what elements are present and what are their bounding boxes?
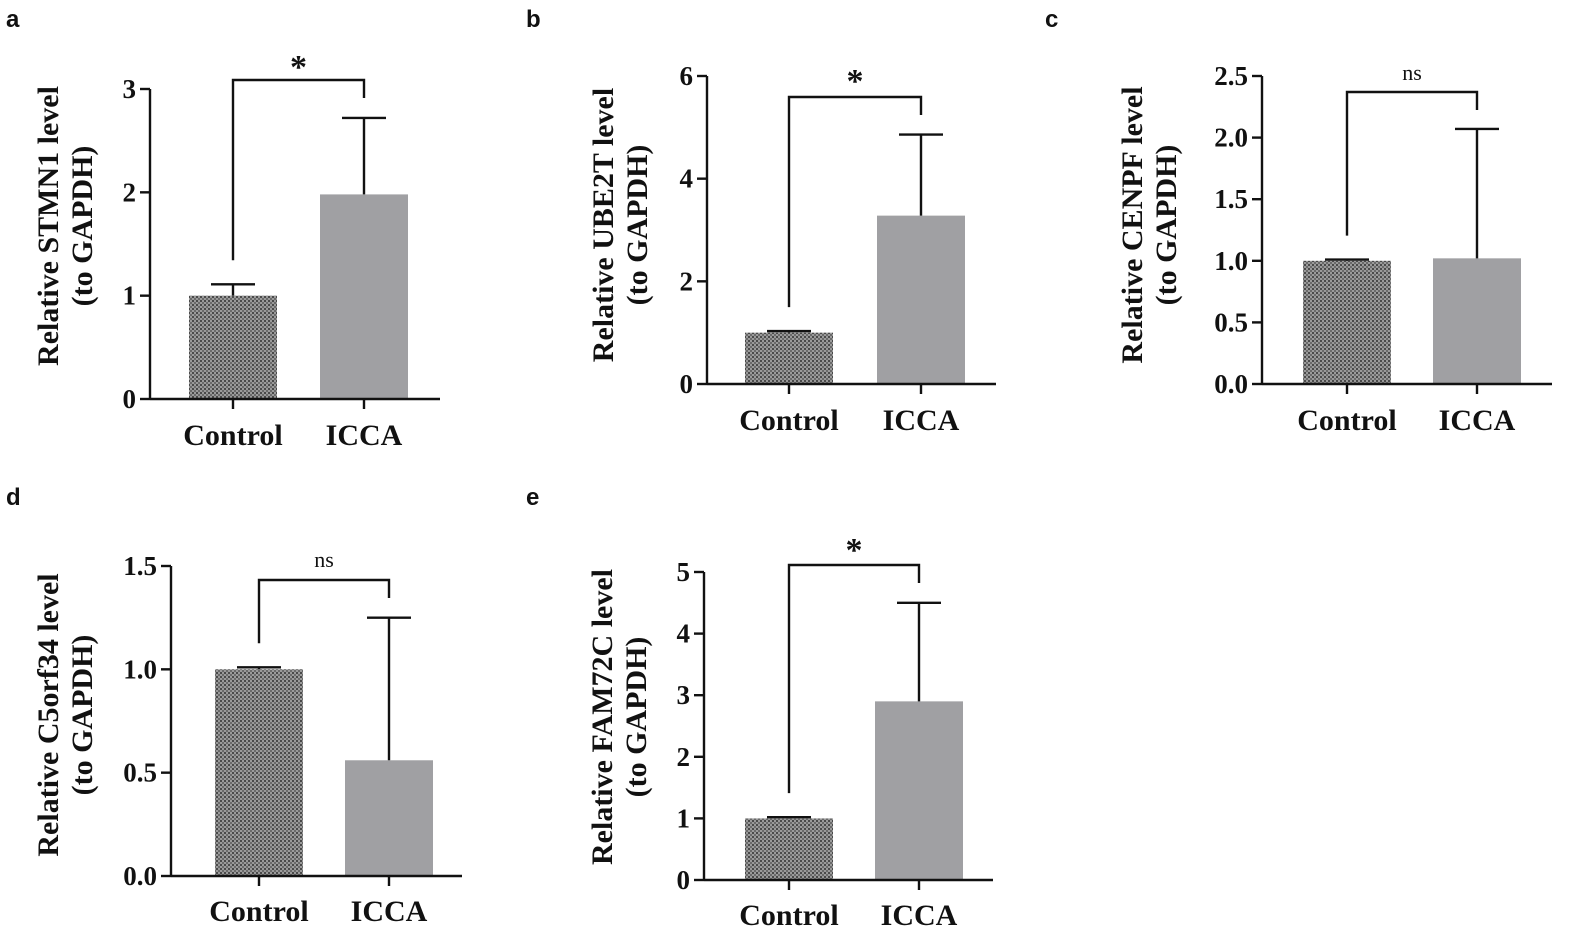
y-axis-label-line2: (to GAPDH) bbox=[620, 637, 653, 798]
significance-label: * bbox=[846, 532, 863, 569]
bar-control bbox=[1303, 260, 1391, 384]
bar-icca bbox=[320, 194, 408, 399]
y-tick-label: 2 bbox=[677, 742, 691, 772]
y-tick-label: 0.0 bbox=[123, 861, 157, 891]
chart-panel-e: e 0 1 2 3 4 5 Control ICCA Relative FAM72C level(… bbox=[526, 484, 993, 932]
significance-bracket bbox=[787, 563, 921, 794]
bar-icca bbox=[877, 215, 965, 384]
y-tick-label: 1.5 bbox=[1214, 184, 1248, 214]
significance-label: ns bbox=[314, 547, 334, 572]
category-label-icca: ICCA bbox=[1439, 404, 1516, 437]
y-tick-label: 0.5 bbox=[1214, 307, 1248, 337]
y-tick-label: 2.5 bbox=[1214, 61, 1248, 91]
significance-label: * bbox=[290, 49, 307, 86]
y-tick-label: 1 bbox=[123, 281, 137, 311]
y-axis-label-line1: Relative FAM72C level bbox=[586, 569, 619, 865]
y-tick-label: 4 bbox=[677, 619, 691, 649]
y-tick-label: 2.0 bbox=[1214, 123, 1248, 153]
chart-panel-c: c 0.0 0.5 1.0 1.5 2.0 2.5 Control ICCA Relative C… bbox=[1045, 6, 1552, 437]
y-tick-label: 1.0 bbox=[1214, 246, 1248, 276]
y-axis-label-line1: Relative CENPF level bbox=[1116, 86, 1149, 363]
chart-panel-a: a 0 1 2 3 Control ICCA Relative STMN1 level(to … bbox=[6, 6, 440, 452]
y-axis-label-line1: Relative STMN1 level bbox=[32, 86, 65, 366]
bar-control bbox=[745, 818, 833, 880]
significance-label: ns bbox=[1402, 60, 1422, 85]
y-tick-label: 1.0 bbox=[123, 654, 157, 684]
category-label-icca: ICCA bbox=[351, 895, 428, 928]
y-tick-label: 0 bbox=[680, 369, 694, 399]
y-tick-label: 5 bbox=[677, 557, 691, 587]
y-axis-label-line2: (to GAPDH) bbox=[1150, 145, 1183, 306]
y-tick-label: 0 bbox=[123, 384, 137, 414]
y-axis-label: Relative CENPF level(to GAPDH) bbox=[1116, 86, 1183, 363]
bar-control bbox=[215, 669, 303, 876]
y-tick-label: 2 bbox=[123, 177, 137, 207]
panel-letter: a bbox=[6, 6, 20, 33]
category-label-icca: ICCA bbox=[326, 419, 403, 452]
y-axis-label-line1: Relative C5orf34 level bbox=[32, 573, 65, 856]
significance-label: * bbox=[847, 63, 864, 100]
panel-letter: c bbox=[1045, 6, 1058, 33]
y-axis-label-line1: Relative UBE2T level bbox=[587, 88, 620, 362]
category-label-control: Control bbox=[739, 899, 838, 932]
y-tick-label: 1 bbox=[677, 803, 691, 833]
y-tick-label: 6 bbox=[680, 61, 694, 91]
y-axis-label: Relative C5orf34 level(to GAPDH) bbox=[32, 573, 99, 856]
bar-control bbox=[745, 332, 833, 384]
bar-control bbox=[189, 295, 277, 399]
category-label-icca: ICCA bbox=[881, 899, 958, 932]
category-label-control: Control bbox=[1297, 404, 1396, 437]
category-label-icca: ICCA bbox=[883, 404, 960, 437]
category-label-control: Control bbox=[183, 419, 282, 452]
chart-panel-d: d 0.0 0.5 1.0 1.5 Control ICCA Relative C5orf34… bbox=[6, 484, 462, 928]
y-tick-label: 3 bbox=[123, 74, 137, 104]
y-axis-label: Relative STMN1 level(to GAPDH) bbox=[32, 86, 99, 366]
y-axis-label-line2: (to GAPDH) bbox=[621, 145, 654, 306]
y-tick-label: 4 bbox=[680, 164, 694, 194]
panel-letter: d bbox=[6, 484, 21, 511]
y-tick-label: 0.5 bbox=[123, 758, 157, 788]
bar-icca bbox=[1433, 258, 1521, 384]
bar-icca bbox=[875, 701, 963, 880]
significance-bracket bbox=[257, 578, 391, 644]
category-label-control: Control bbox=[739, 404, 838, 437]
y-axis-label: Relative FAM72C level(to GAPDH) bbox=[586, 569, 653, 865]
bar-icca bbox=[345, 760, 433, 876]
chart-panel-b: b 0 2 4 6 Control ICCA Relative UBE2T level(to … bbox=[526, 6, 996, 437]
y-axis-label: Relative UBE2T level(to GAPDH) bbox=[587, 88, 654, 362]
panel-letter: b bbox=[526, 6, 541, 33]
significance-bracket bbox=[231, 78, 366, 261]
y-axis-label-line2: (to GAPDH) bbox=[66, 635, 99, 796]
y-tick-label: 1.5 bbox=[123, 551, 157, 581]
y-tick-label: 0.0 bbox=[1214, 369, 1248, 399]
significance-bracket bbox=[787, 95, 923, 308]
y-tick-label: 0 bbox=[677, 865, 691, 895]
category-label-control: Control bbox=[209, 895, 308, 928]
significance-bracket bbox=[1345, 90, 1479, 236]
panel-letter: e bbox=[526, 484, 539, 511]
y-tick-label: 2 bbox=[680, 266, 694, 296]
y-axis-label-line2: (to GAPDH) bbox=[66, 146, 99, 307]
y-tick-label: 3 bbox=[677, 680, 691, 710]
